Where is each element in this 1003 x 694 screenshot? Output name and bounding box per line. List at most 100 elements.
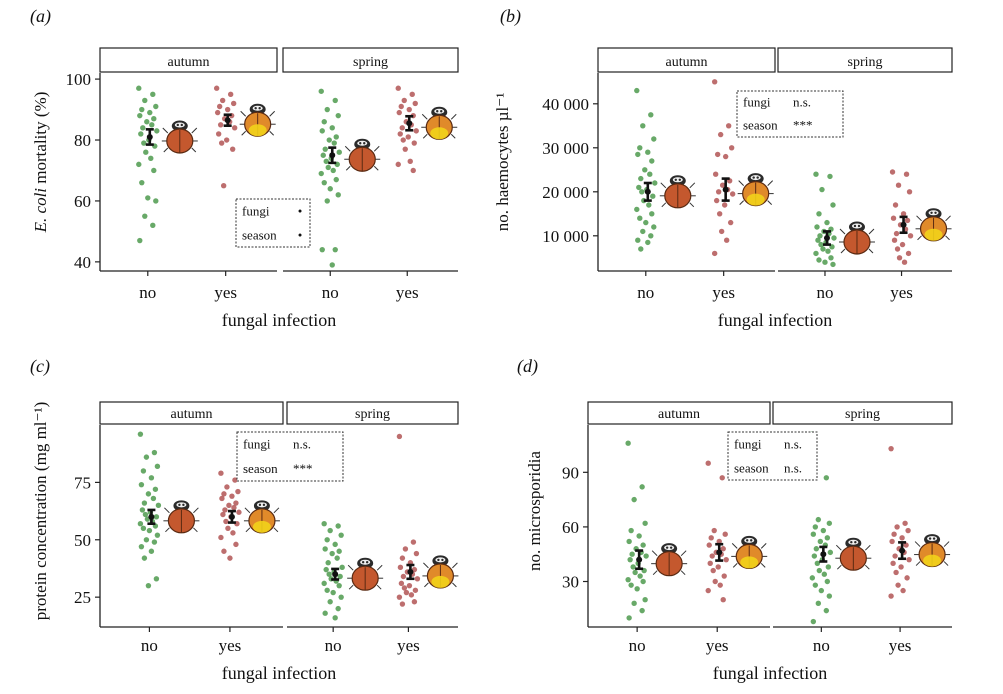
- data-point: [888, 593, 894, 599]
- data-point: [330, 589, 336, 596]
- data-point: [825, 248, 831, 254]
- data-point: [719, 182, 726, 188]
- data-point: [895, 582, 901, 588]
- y-axis-label: protein concentration (mg ml⁻¹): [31, 402, 50, 620]
- fungal-patch: [252, 520, 271, 533]
- data-point: [217, 122, 224, 128]
- data-point: [395, 85, 401, 91]
- data-point: [150, 222, 156, 229]
- data-point: [321, 179, 327, 186]
- data-point: [893, 569, 899, 576]
- data-point: [889, 538, 895, 545]
- y-tick-label: 20 000: [542, 183, 589, 202]
- data-point: [631, 496, 637, 503]
- data-point: [151, 449, 158, 456]
- data-point: [900, 587, 906, 594]
- data-point: [637, 215, 643, 221]
- data-point: [330, 167, 336, 174]
- data-point: [333, 134, 339, 140]
- facet-spring: spring no yes: [777, 47, 953, 302]
- facet-strip: [772, 401, 953, 425]
- y-tick-label: 30 000: [542, 139, 589, 158]
- facet-strip: [286, 401, 459, 425]
- facet-strip: [587, 401, 771, 425]
- mean-point: [644, 188, 651, 195]
- x-tick-label: no: [139, 283, 156, 302]
- data-point: [399, 555, 406, 561]
- data-point: [830, 261, 836, 268]
- data-point: [145, 195, 151, 201]
- ladybird-beetle-icon: [650, 542, 688, 577]
- data-point: [322, 546, 328, 552]
- data-point: [894, 246, 901, 252]
- panel-d: (d) no. microsporidia autumn no yes 30 60 90 spr…: [517, 356, 953, 683]
- data-point: [218, 534, 224, 541]
- data-point: [324, 537, 330, 543]
- stats-term: season: [743, 118, 778, 133]
- data-point: [723, 556, 729, 563]
- fungal-patch: [924, 228, 943, 241]
- data-point: [231, 125, 238, 131]
- data-point: [827, 173, 833, 180]
- data-point: [728, 145, 735, 151]
- fungal-patch: [923, 554, 942, 567]
- data-point: [810, 531, 817, 537]
- data-point: [898, 564, 904, 570]
- stats-term: season: [243, 461, 278, 476]
- panel-a: (a) E. coli mortality (%) autumn no yes 40 60 8…: [30, 6, 459, 330]
- data-point: [139, 106, 145, 113]
- y-axis-label: no. microsporidia: [525, 451, 544, 571]
- data-point: [819, 186, 825, 193]
- data-point: [220, 511, 226, 518]
- stats-term: fungi: [743, 95, 771, 110]
- data-point: [635, 151, 641, 158]
- data-point: [398, 580, 405, 587]
- data-point: [727, 219, 734, 226]
- x-axis-label: fungal infection: [222, 310, 336, 330]
- mean-point: [406, 120, 413, 127]
- data-point: [826, 520, 833, 526]
- data-point: [339, 564, 345, 571]
- data-point: [640, 123, 646, 129]
- data-point: [338, 532, 344, 538]
- data-point: [634, 586, 640, 592]
- facet-strip-label: autumn: [658, 407, 700, 422]
- x-tick-label: yes: [397, 636, 420, 655]
- facet-strip-label: spring: [845, 407, 880, 422]
- data-point: [720, 546, 726, 552]
- data-point: [137, 112, 143, 119]
- data-point: [709, 553, 715, 559]
- fungal-patch: [431, 575, 450, 588]
- data-point: [828, 255, 834, 261]
- data-point: [642, 167, 648, 173]
- data-point: [818, 587, 825, 594]
- ladybird-beetle-icon: [239, 103, 277, 137]
- x-tick-label: no: [629, 636, 646, 655]
- data-point: [142, 97, 148, 104]
- ladybird-beetle-icon: [343, 138, 381, 172]
- data-point: [816, 257, 822, 263]
- data-point: [630, 564, 636, 570]
- data-point: [320, 152, 326, 158]
- y-tick-label: 40 000: [542, 95, 589, 114]
- stats-term: fungi: [243, 437, 271, 452]
- data-point: [399, 125, 405, 131]
- data-point: [143, 149, 149, 155]
- facet-strip: [777, 47, 953, 73]
- data-point: [820, 527, 827, 534]
- data-point: [153, 576, 160, 582]
- data-point: [321, 580, 327, 587]
- data-point: [414, 576, 421, 582]
- x-tick-label: yes: [712, 283, 735, 302]
- data-point: [824, 219, 830, 226]
- data-point: [645, 239, 651, 246]
- data-point: [411, 140, 417, 146]
- data-point: [336, 149, 342, 155]
- data-point: [725, 123, 732, 129]
- data-point: [332, 615, 338, 621]
- data-point: [645, 149, 651, 155]
- data-point: [642, 597, 648, 603]
- data-point: [224, 106, 231, 113]
- data-point: [809, 575, 816, 581]
- mean-point: [407, 568, 414, 575]
